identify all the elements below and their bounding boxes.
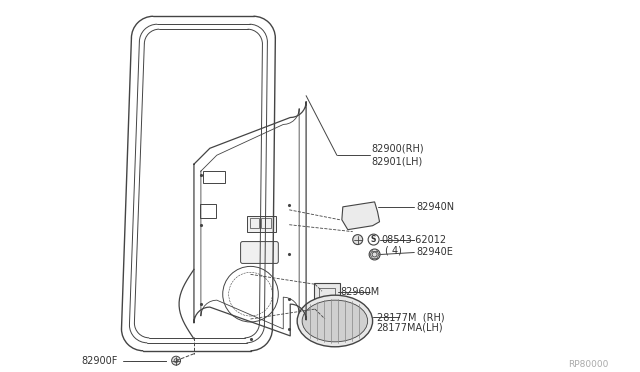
Circle shape <box>369 249 380 260</box>
Text: 28177M  (RH): 28177M (RH) <box>376 312 444 322</box>
FancyBboxPatch shape <box>246 216 276 232</box>
FancyBboxPatch shape <box>314 283 340 307</box>
Text: 82940E: 82940E <box>416 247 453 257</box>
Text: 08543-62012: 08543-62012 <box>381 235 447 245</box>
Bar <box>200 204 216 218</box>
Text: 28177MA(LH): 28177MA(LH) <box>376 323 443 333</box>
Text: S: S <box>371 235 376 244</box>
Text: 82940N: 82940N <box>416 202 454 212</box>
FancyBboxPatch shape <box>241 241 278 263</box>
Text: RP80000: RP80000 <box>568 360 609 369</box>
Bar <box>203 171 225 183</box>
Text: 82901(LH): 82901(LH) <box>372 156 423 166</box>
Ellipse shape <box>302 300 367 342</box>
Circle shape <box>353 235 363 244</box>
Circle shape <box>172 356 180 365</box>
Text: ( 4): ( 4) <box>385 246 401 256</box>
Text: 82900(RH): 82900(RH) <box>372 143 424 153</box>
Ellipse shape <box>297 295 372 347</box>
Text: 82900F: 82900F <box>82 356 118 366</box>
Text: 82960M: 82960M <box>341 287 380 297</box>
Polygon shape <box>342 202 380 230</box>
